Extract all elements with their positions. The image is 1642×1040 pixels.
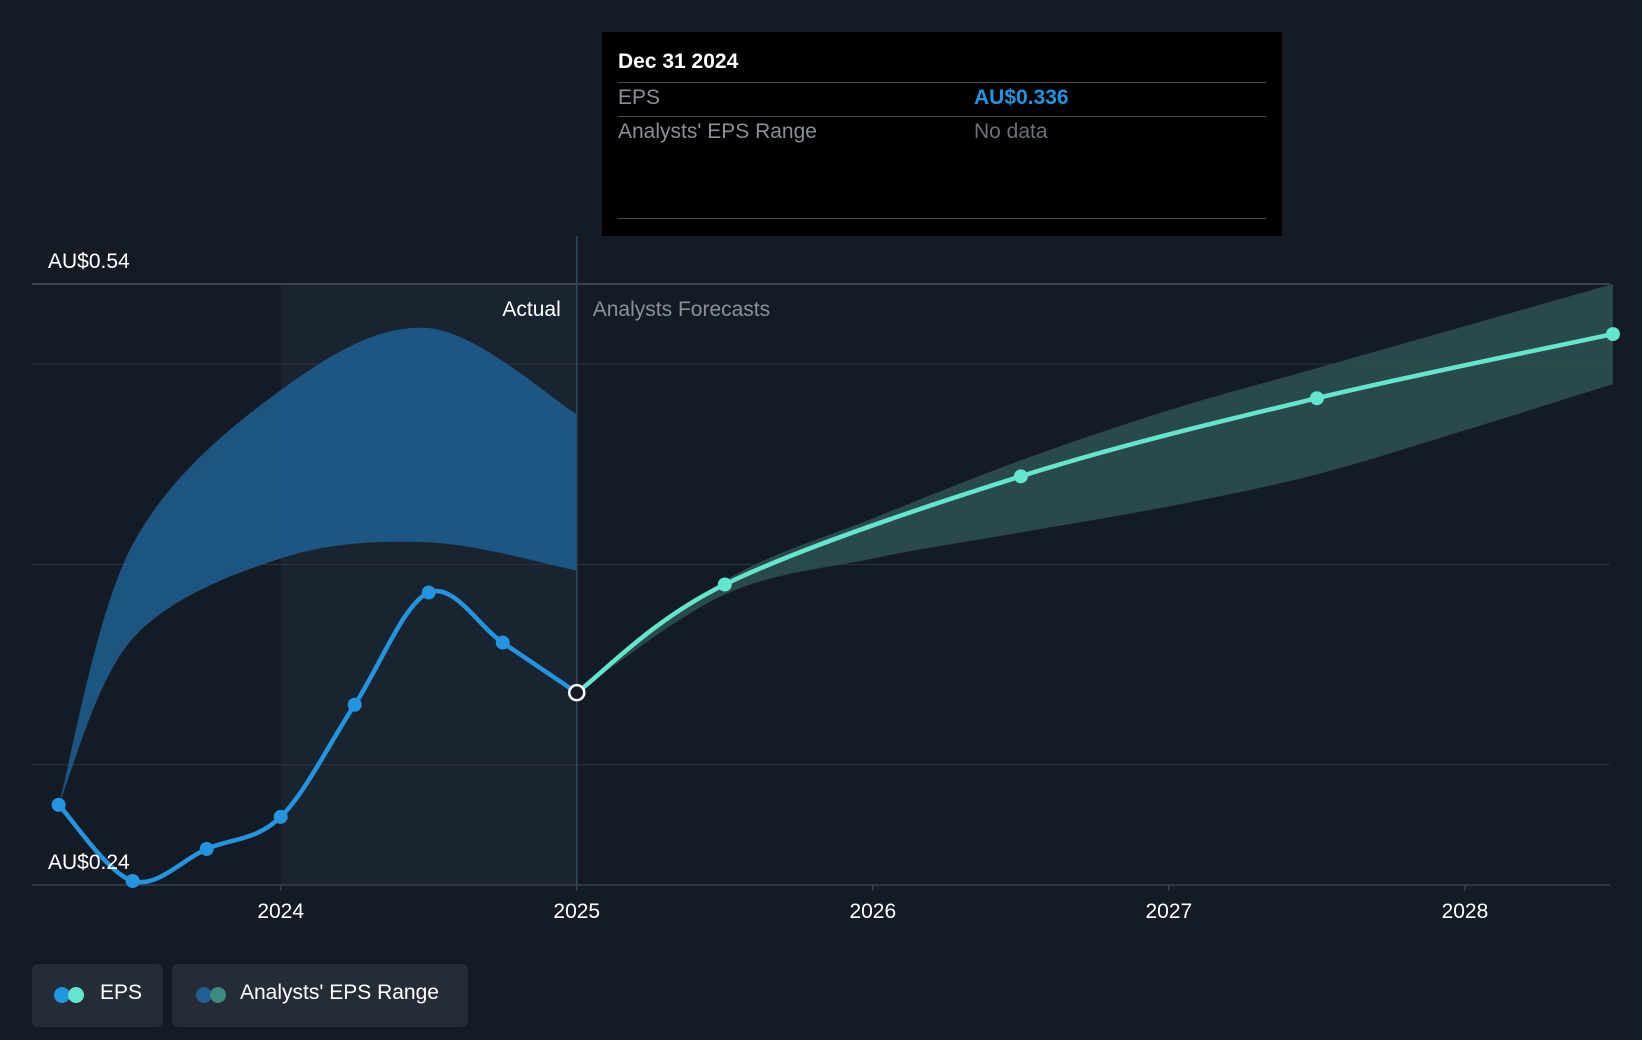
forecast-label: Analysts Forecasts xyxy=(593,298,770,321)
legend-range-button[interactable]: Analysts' EPS Range xyxy=(172,964,468,1027)
legend-eps-label: EPS xyxy=(100,981,143,1004)
eps-point xyxy=(125,873,140,888)
actual-label: Actual xyxy=(502,298,560,321)
eps-point xyxy=(495,635,510,650)
range-actual-dot-icon xyxy=(196,987,212,1003)
eps-point xyxy=(421,585,436,600)
y-axis-label: AU$0.54 xyxy=(48,250,130,273)
x-tick-labels: 2024 2025 2026 2027 2028 xyxy=(257,885,1488,923)
eps-point xyxy=(717,577,732,592)
tooltip-range-value: No data xyxy=(974,120,1048,143)
eps-actual-dot-icon xyxy=(54,987,70,1003)
tooltip: Dec 31 2024 EPS AU$0.336 Analysts' EPS R… xyxy=(602,32,1282,236)
legend-eps-button[interactable]: EPS xyxy=(32,964,163,1027)
eps-point xyxy=(273,809,288,824)
y-axis-labels: AU$0.54 AU$0.24 xyxy=(48,250,130,874)
range-band-forecast xyxy=(576,284,1613,693)
tooltip-range-label: Analysts' EPS Range xyxy=(618,120,817,143)
x-tick-label: 2026 xyxy=(849,900,896,923)
tooltip-divider xyxy=(618,82,1266,83)
tooltip-eps-label: EPS xyxy=(618,86,661,109)
eps-point xyxy=(1013,469,1028,484)
legend-range-label: Analysts' EPS Range xyxy=(240,981,439,1004)
x-tick-label: 2025 xyxy=(553,900,600,923)
eps-highlight-point xyxy=(568,683,586,702)
range-band-past xyxy=(58,327,577,805)
eps-point xyxy=(1309,391,1324,406)
eps-actual-line xyxy=(56,588,579,885)
x-tick-label: 2027 xyxy=(1146,900,1193,923)
eps-lines xyxy=(56,331,1616,885)
eps-forecast-line xyxy=(574,331,1616,695)
x-tick-label: 2028 xyxy=(1442,900,1489,923)
eps-forecast-dot-icon xyxy=(68,987,84,1003)
eps-point xyxy=(347,697,362,712)
x-tick-label: 2024 xyxy=(257,900,304,923)
eps-point xyxy=(51,797,66,812)
range-bands xyxy=(58,284,1613,805)
eps-points xyxy=(51,327,1620,888)
eps-point xyxy=(1605,327,1620,342)
y-axis-label: AU$0.24 xyxy=(48,851,130,874)
tooltip-date: Dec 31 2024 xyxy=(618,50,739,73)
tooltip-eps-value: AU$0.336 xyxy=(974,86,1069,109)
tooltip-divider xyxy=(618,116,1266,117)
range-forecast-dot-icon xyxy=(210,987,226,1003)
eps-point xyxy=(199,841,214,856)
tooltip-divider xyxy=(618,218,1266,219)
